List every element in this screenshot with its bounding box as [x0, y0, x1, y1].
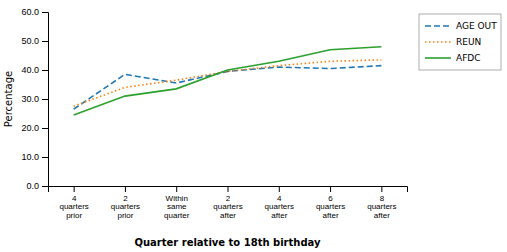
x-tick-label: 6quartersafter — [316, 194, 345, 221]
y-tick-mark — [42, 186, 48, 187]
legend-swatch — [425, 57, 451, 59]
y-tick-label: 30.0 — [21, 94, 39, 104]
y-tick-label: 50.0 — [21, 36, 39, 46]
x-tick: 8quartersafter — [367, 186, 396, 220]
x-tick: Withinsamequarter — [164, 186, 190, 220]
y-axis: 0.0 10.0 20.0 30.0 40.0 50.0 60.0 — [21, 7, 48, 191]
y-tick-label: 60.0 — [21, 7, 39, 17]
x-tick-mark — [228, 186, 229, 192]
legend-label: REUN — [456, 37, 481, 47]
x-tick-label: Withinsamequarter — [164, 194, 190, 221]
y-tick-label: 40.0 — [21, 65, 39, 75]
x-axis-title: Quarter relative to 18th birthday — [134, 237, 321, 248]
y-tick: 50.0 — [21, 36, 48, 46]
x-tick-mark — [381, 186, 382, 192]
x-tick-mark — [74, 186, 75, 192]
legend-label: AGE OUT — [456, 21, 497, 31]
y-tick-mark — [42, 128, 48, 129]
x-tick-mark — [279, 186, 280, 192]
series-line — [74, 47, 382, 115]
y-tick: 20.0 — [21, 123, 48, 133]
y-tick-mark — [42, 41, 48, 42]
x-axis: 4quartersprior 2quartersprior Withinsamequ… — [49, 186, 408, 220]
x-tick-label: 2quartersprior — [111, 194, 140, 221]
y-tick-mark — [42, 70, 48, 71]
y-tick-mark — [42, 157, 48, 158]
y-tick-mark — [42, 99, 48, 100]
x-tick-mark — [330, 186, 331, 192]
x-tick: 2quartersprior — [111, 186, 140, 220]
x-tick: 6quartersafter — [316, 186, 345, 220]
x-tick-mark — [125, 186, 126, 192]
legend-swatch — [425, 41, 451, 43]
x-tick-label: 8quartersafter — [367, 194, 396, 221]
x-tick: 2quartersafter — [213, 186, 242, 220]
legend-frame — [419, 14, 501, 70]
x-tick: 4quartersafter — [265, 186, 294, 220]
y-tick-label: 0.0 — [26, 181, 39, 191]
x-tick-label: 2quartersafter — [213, 194, 242, 221]
series-line — [74, 60, 382, 106]
legend-label: AFDC — [456, 53, 481, 63]
lines — [74, 47, 382, 115]
y-tick-mark — [42, 12, 48, 13]
y-axis-line — [42, 13, 49, 187]
y-tick: 60.0 — [21, 7, 48, 17]
y-tick: 0.0 — [26, 181, 48, 191]
x-tick-mark — [176, 186, 177, 192]
x-axis-line — [49, 187, 408, 193]
y-tick: 10.0 — [21, 152, 48, 162]
series-line — [74, 66, 382, 110]
y-tick-label: 20.0 — [21, 123, 39, 133]
legend: AGE OUT REUN AFDC — [419, 14, 501, 70]
legend-swatch — [425, 25, 451, 27]
x-tick-label: 4quartersprior — [59, 194, 88, 221]
plot: 0.0 10.0 20.0 30.0 40.0 50.0 60.0 4quartersprio… — [21, 7, 407, 220]
y-tick-label: 10.0 — [21, 152, 39, 162]
x-tick-label: 4quartersafter — [265, 194, 294, 221]
y-tick: 40.0 — [21, 65, 48, 75]
y-tick: 30.0 — [21, 94, 48, 104]
y-axis-title: Percentage — [3, 71, 14, 127]
chart: 0.0 10.0 20.0 30.0 40.0 50.0 60.0 4quartersprio… — [0, 0, 507, 252]
x-tick: 4quartersprior — [59, 186, 88, 220]
